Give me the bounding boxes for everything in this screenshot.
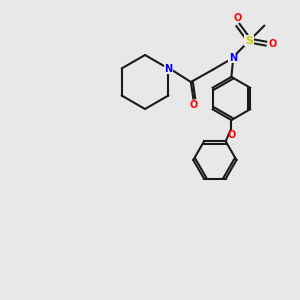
Text: S: S <box>245 36 253 46</box>
Text: O: O <box>189 100 197 110</box>
Text: O: O <box>269 39 277 49</box>
Text: O: O <box>234 13 242 22</box>
Text: N: N <box>229 53 237 63</box>
Text: N: N <box>164 64 172 74</box>
Text: O: O <box>227 130 236 140</box>
